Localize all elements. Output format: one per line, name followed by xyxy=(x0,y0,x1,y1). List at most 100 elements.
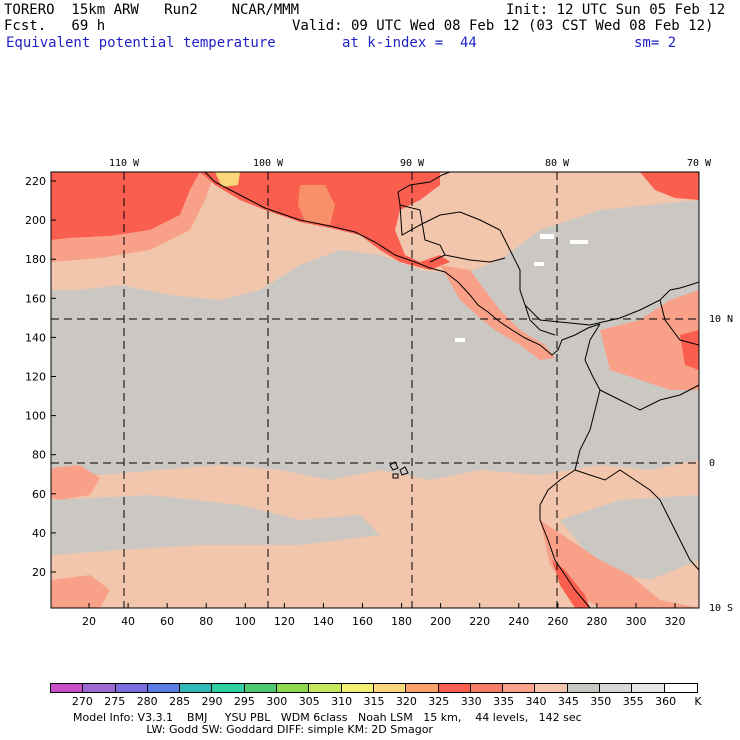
field-white-spot xyxy=(455,338,465,342)
border-panama xyxy=(524,304,556,336)
field-salmon-west xyxy=(51,465,100,500)
x-tick-label: 100 xyxy=(235,615,256,628)
colorbar-label: 280 xyxy=(136,695,158,708)
y-tick-label: 80 xyxy=(32,449,46,462)
x-tick-label: 40 xyxy=(121,615,135,628)
coastlines xyxy=(204,172,699,608)
field-gray-south-patch xyxy=(51,495,380,555)
border-venezuela xyxy=(659,299,699,346)
x-tick-label: 60 xyxy=(160,615,174,628)
colorbar-label: 285 xyxy=(169,695,191,708)
colorbar-label: 305 xyxy=(298,695,320,708)
field-salmon-central-america xyxy=(440,265,555,360)
x-axis: 20 40 60 80 100 120 140 160 180 200 220 240 260 280 30… xyxy=(82,603,686,628)
lon-label: 100 W xyxy=(253,158,284,169)
colorbar-swatch xyxy=(567,684,601,692)
colorbar-swatch xyxy=(309,684,342,692)
x-tick-label: 140 xyxy=(313,615,334,628)
field-red-northeast xyxy=(640,172,699,200)
map-frame xyxy=(50,171,700,609)
colorbar-swatch xyxy=(438,684,471,692)
colorbar-label: K xyxy=(694,695,702,708)
y-tick-label: 20 xyxy=(32,566,46,579)
border-guatemala xyxy=(399,204,446,263)
x-tick-label: 240 xyxy=(508,615,529,628)
y-tick-label: 60 xyxy=(32,488,46,501)
lon-label: 90 W xyxy=(400,158,425,169)
x-tick-label: 200 xyxy=(430,615,451,628)
y-tick-label: 40 xyxy=(32,527,46,540)
colorbar-label: 315 xyxy=(363,695,385,708)
field-orange-mexico xyxy=(298,185,335,225)
x-tick-label: 280 xyxy=(586,615,607,628)
y-axis: 220 200 180 160 140 120 100 80 60 40 20 xyxy=(25,175,56,579)
y-tick-label: 180 xyxy=(25,253,46,266)
y-tick-label: 140 xyxy=(25,331,46,344)
init-time: Init: 12 UTC Sun 05 Feb 12 xyxy=(506,2,726,18)
x-tick-label: 300 xyxy=(625,615,646,628)
coastline-mexico xyxy=(204,172,601,356)
lat-label: 0 xyxy=(709,458,715,469)
colorbar-swatch xyxy=(341,684,374,692)
colorbar-labels: 270 275 280 285 290 295 300 305 310 315 320 325 330 3… xyxy=(50,695,710,709)
forecast-hour: Fcst. 69 h xyxy=(4,18,106,34)
colorbar-label: 350 xyxy=(590,695,612,708)
smoothing-label: sm= 2 xyxy=(634,35,677,51)
level-label: at k-index = 44 xyxy=(342,35,477,51)
colorbar-label: 300 xyxy=(266,695,288,708)
colorbar-swatch xyxy=(244,684,278,692)
coastline-yucatan xyxy=(397,172,451,206)
y-tick-label: 160 xyxy=(25,292,46,305)
lon-label: 110 W xyxy=(109,158,140,169)
field-name: Equivalent potential temperature xyxy=(6,35,276,51)
border-colombia-peru xyxy=(599,384,699,411)
colorbar-label: 320 xyxy=(395,695,417,708)
border-honduras xyxy=(444,254,506,263)
colorbar-label: 275 xyxy=(104,695,126,708)
field-salmon-northwest xyxy=(51,172,215,262)
colorbar-label: 330 xyxy=(460,695,482,708)
colorbar-swatch xyxy=(470,684,504,692)
colorbar-label: 270 xyxy=(71,695,93,708)
field-white-spot xyxy=(570,240,588,244)
field-salmon-peru xyxy=(540,520,699,608)
colorbar-swatch xyxy=(212,684,245,692)
lat-label: 10 S xyxy=(709,603,733,614)
colorbar-swatch xyxy=(51,684,84,692)
valid-time: Valid: 09 UTC Wed 08 Feb 12 (03 CST Wed … xyxy=(292,18,714,34)
colorbar-swatch xyxy=(115,684,148,692)
model-label: TORERO 15km ARW Run2 NCAR/MMM xyxy=(4,2,300,18)
field-salmon-south-america xyxy=(600,290,699,390)
graticule xyxy=(51,172,699,608)
field-yellow-spot xyxy=(215,172,240,187)
y-tick-label: 120 xyxy=(25,371,46,384)
colorbar-label: 360 xyxy=(655,695,677,708)
border-ecuador-peru xyxy=(574,469,699,571)
colorbar-swatch xyxy=(180,684,213,692)
colorbar-swatch xyxy=(600,684,633,692)
colorbar-swatch xyxy=(664,684,697,692)
x-tick-label: 120 xyxy=(274,615,295,628)
x-tick-label: 320 xyxy=(665,615,686,628)
colorbar-label: 335 xyxy=(493,695,515,708)
field-salmon-west-low xyxy=(51,575,110,608)
x-tick-label: 180 xyxy=(391,615,412,628)
lat-label: 10 N xyxy=(709,314,733,325)
colorbar-swatch xyxy=(632,684,665,692)
colorbar-label: 355 xyxy=(622,695,644,708)
x-tick-label: 20 xyxy=(82,615,96,628)
lon-label: 70 W xyxy=(687,158,712,169)
lon-label: 80 W xyxy=(545,158,570,169)
y-tick-label: 220 xyxy=(25,175,46,188)
field-white-spot xyxy=(540,234,554,239)
colorbar-label: 325 xyxy=(428,695,450,708)
x-tick-label: 220 xyxy=(469,615,490,628)
colorbar-label: 295 xyxy=(233,695,255,708)
colorbar-swatch xyxy=(147,684,181,692)
y-tick-label: 200 xyxy=(25,214,46,227)
map-field xyxy=(51,172,699,608)
colorbar-swatch xyxy=(373,684,407,692)
model-info-line1: Model Info: V3.3.1 BMJ YSU PBL WDM 6clas… xyxy=(73,711,582,724)
